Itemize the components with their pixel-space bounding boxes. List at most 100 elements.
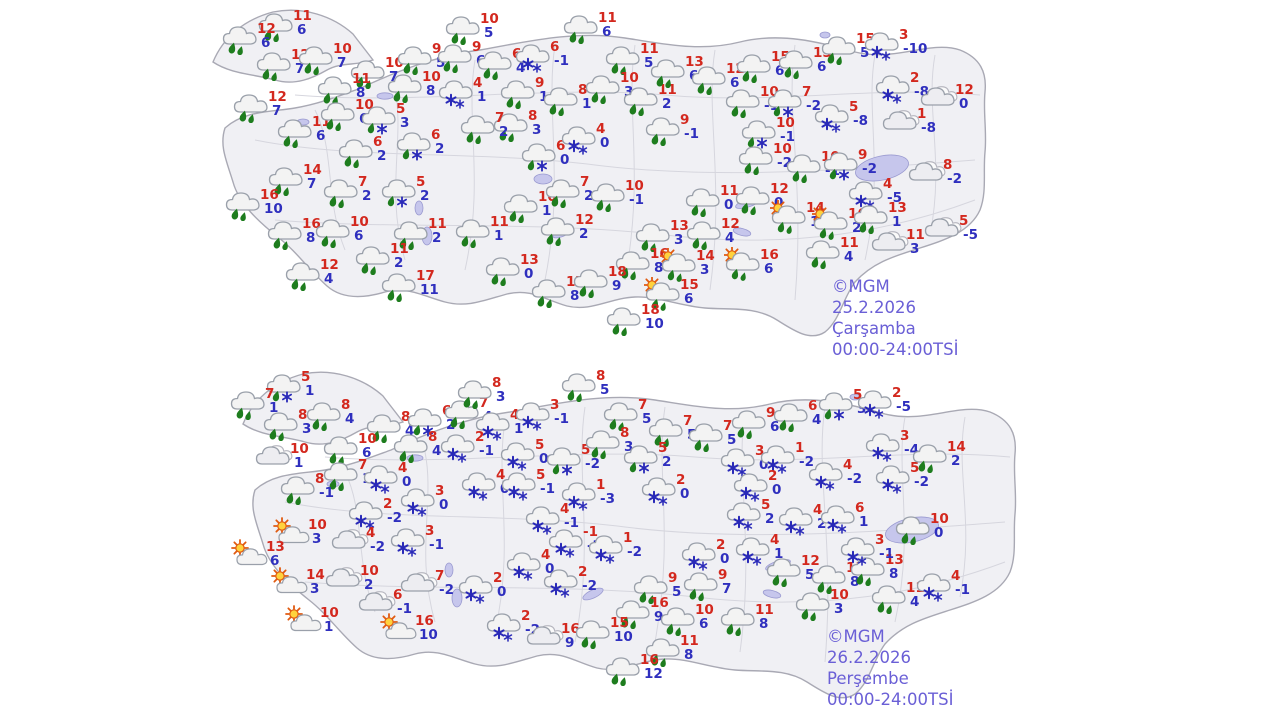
rain-icon xyxy=(912,444,947,473)
low-temp: 8 xyxy=(889,566,899,582)
low-temp: 1 xyxy=(477,89,487,105)
rain-icon xyxy=(645,117,680,146)
snow-icon xyxy=(561,482,596,511)
snow-icon xyxy=(916,573,951,602)
low-temp: 8 xyxy=(759,616,769,632)
low-temp: 6 xyxy=(602,24,612,40)
low-temp: 0 xyxy=(772,482,782,498)
high-temp: 2 xyxy=(493,570,503,586)
rain-icon xyxy=(795,592,830,621)
high-temp: 11 xyxy=(680,633,699,649)
high-temp: 4 xyxy=(813,502,823,518)
high-temp: 10 xyxy=(320,605,339,621)
high-temp: 11 xyxy=(658,82,677,98)
snow-icon xyxy=(561,126,596,155)
low-temp: 0 xyxy=(402,474,412,490)
low-temp: 6 xyxy=(261,35,271,51)
low-temp: 3 xyxy=(312,531,322,547)
low-temp: -1 xyxy=(397,601,412,617)
high-temp: 15 xyxy=(680,277,699,293)
snow-icon xyxy=(814,104,849,133)
rain-icon xyxy=(500,80,535,109)
high-temp: 12 xyxy=(575,212,594,228)
high-temp: 18 xyxy=(608,264,627,280)
high-temp: 1 xyxy=(795,440,805,456)
high-temp: 7 xyxy=(580,174,590,190)
low-temp: 1 xyxy=(294,455,304,471)
high-temp: 2 xyxy=(475,429,485,445)
high-temp: 7 xyxy=(683,413,693,429)
rain-and-snow-icon xyxy=(361,106,396,135)
rain-icon xyxy=(686,221,721,250)
rain-icon xyxy=(445,16,480,45)
high-temp: 9 xyxy=(535,75,545,91)
high-temp: 10 xyxy=(930,511,949,527)
low-temp: 3 xyxy=(624,84,634,100)
rain-icon xyxy=(540,217,575,246)
rain-icon xyxy=(895,516,930,545)
high-temp: 4 xyxy=(770,532,780,548)
low-temp: -2 xyxy=(799,454,814,470)
rain-icon xyxy=(366,414,401,443)
low-temp: 2 xyxy=(765,511,775,527)
low-temp: 3 xyxy=(857,401,867,417)
rain-icon xyxy=(460,115,495,144)
high-temp: 10 xyxy=(290,441,309,457)
partly-sunny-icon xyxy=(285,605,322,632)
high-temp: 2 xyxy=(383,496,393,512)
high-temp: 3 xyxy=(425,523,435,539)
high-temp: 18 xyxy=(641,302,660,318)
rain-icon xyxy=(691,66,726,95)
rain-icon xyxy=(736,54,771,83)
rain-icon xyxy=(444,400,479,429)
rain-icon xyxy=(731,410,766,439)
high-temp: 3 xyxy=(550,397,560,413)
low-temp: 9 xyxy=(654,609,664,625)
snow-icon xyxy=(475,412,510,441)
high-temp: -1 xyxy=(583,524,598,540)
high-temp: 13 xyxy=(520,252,539,268)
rain-icon xyxy=(688,423,723,452)
cloudy-icon xyxy=(924,217,962,237)
high-temp: 6 xyxy=(393,587,403,603)
partly-sunny-icon xyxy=(271,567,308,594)
rain-icon xyxy=(350,60,385,89)
high-temp: 8 xyxy=(298,407,308,423)
snow-icon xyxy=(735,537,770,566)
rain-icon xyxy=(263,412,298,441)
high-temp: 13 xyxy=(670,218,689,234)
low-temp: 10 xyxy=(264,201,283,217)
high-temp: 5 xyxy=(849,99,859,115)
low-temp: -1 xyxy=(780,129,795,145)
low-temp: 0 xyxy=(439,497,449,513)
high-temp: 7 xyxy=(435,568,445,584)
low-temp: 5 xyxy=(600,382,610,398)
high-temp: 16 xyxy=(650,595,669,611)
rain-icon xyxy=(298,46,333,75)
snow-icon xyxy=(486,613,521,642)
cloudy-icon xyxy=(920,86,958,106)
low-temp: -1 xyxy=(429,537,444,553)
high-temp: 6 xyxy=(431,127,441,143)
high-temp: 2 xyxy=(578,564,588,580)
high-temp: 5 xyxy=(301,369,311,385)
high-temp: 4 xyxy=(843,457,853,473)
high-temp: 4 xyxy=(560,501,570,517)
high-temp: 3 xyxy=(900,428,910,444)
high-temp: 10 xyxy=(773,141,792,157)
high-temp: 16 xyxy=(415,613,434,629)
high-temp: 10 xyxy=(776,115,795,131)
high-temp: 5 xyxy=(535,437,545,453)
rain-icon xyxy=(645,638,680,667)
high-temp: 3 xyxy=(899,27,909,43)
snow-icon xyxy=(848,181,883,210)
high-temp: 11 xyxy=(352,71,371,87)
rain-icon xyxy=(543,87,578,116)
snow-icon xyxy=(778,507,813,536)
high-temp: 11 xyxy=(428,216,447,232)
sun-with-rain-icon xyxy=(812,206,848,240)
high-temp: 8 xyxy=(596,368,606,384)
high-temp: 3 xyxy=(435,483,445,499)
rain-icon xyxy=(387,74,422,103)
low-temp: -10 xyxy=(903,41,928,57)
